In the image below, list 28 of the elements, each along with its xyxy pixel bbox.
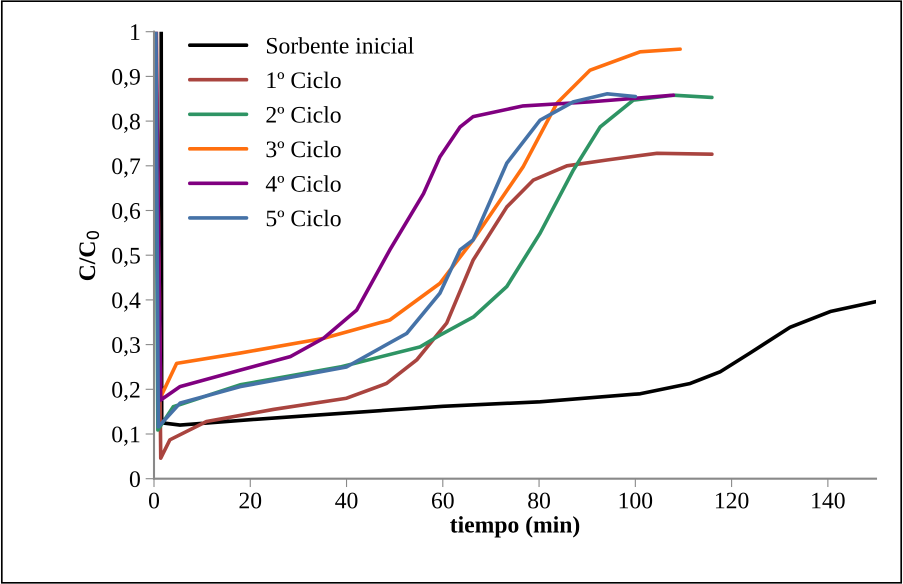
y-tick-label: 1 — [131, 24, 140, 40]
x-tick-label: 140 — [812, 492, 845, 509]
legend-label: 1º Ciclo — [267, 72, 341, 88]
y-tick-label: 0,7 — [112, 158, 140, 178]
x-tick-label: 20 — [240, 492, 262, 509]
x-tick-label: 120 — [716, 492, 748, 509]
x-tick-label: 80 — [528, 492, 550, 509]
line-series — [159, 32, 876, 427]
x-tick-label: 0 — [148, 492, 160, 509]
y-tick-label: 0,1 — [112, 426, 140, 446]
y-tick-label: 0,4 — [112, 292, 140, 312]
y-tick-label: 0,5 — [112, 248, 140, 268]
legend-label: 2º Ciclo — [266, 106, 341, 123]
y-tick-label: 0,9 — [112, 68, 140, 88]
legend-label: 4º Ciclo — [266, 175, 341, 192]
x-axis-title: tiempo (min) — [450, 516, 580, 538]
y-axis-title: C/C$_{0}$ — [79, 230, 100, 280]
legend-label: 3º Ciclo — [266, 140, 341, 158]
y-tick-label: 0,3 — [112, 337, 140, 356]
legend-label: Sorbente inicial — [266, 37, 414, 54]
y-tick-label: 0 — [130, 471, 140, 488]
legend-label: 5º Ciclo — [266, 210, 341, 226]
y-tick-label: 0,8 — [112, 114, 140, 133]
x-tick-label: 40 — [335, 492, 358, 509]
y-tick-label: 0,6 — [112, 202, 140, 222]
x-tick-label: 100 — [620, 492, 652, 509]
x-tick-label: 60 — [432, 492, 454, 509]
y-tick-label: 0,2 — [112, 382, 140, 402]
